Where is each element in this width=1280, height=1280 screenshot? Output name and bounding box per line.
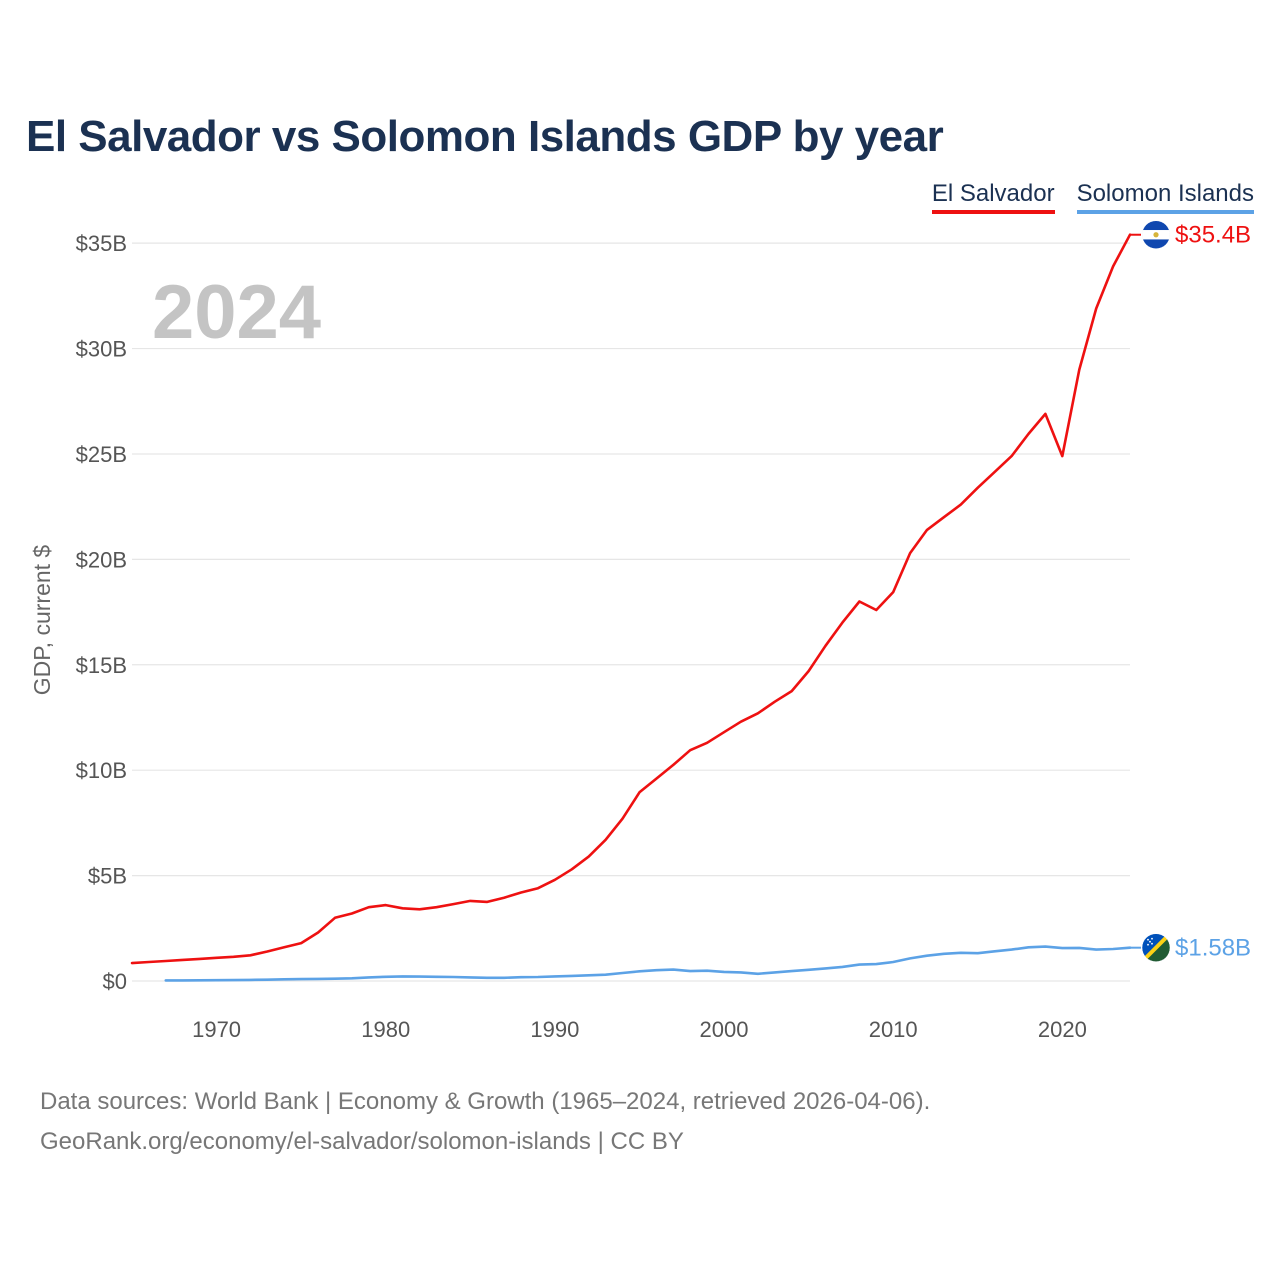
end-value-label-el-salvador: $35.4B <box>1175 222 1251 249</box>
credit-link[interactable]: GeoRank.org/economy/el-salvador/solomon-… <box>40 1128 684 1155</box>
y-axis-title: GDP, current $ <box>29 545 55 696</box>
y-tick-label: $30B <box>76 337 127 362</box>
y-tick-label: $20B <box>76 547 127 572</box>
legend-item-solomon-islands[interactable]: Solomon Islands <box>1076 180 1254 214</box>
end-value-label-solomon-islands: $1.58B <box>1175 935 1251 962</box>
year-watermark: 2024 <box>152 270 321 355</box>
x-tick-label: 1990 <box>530 1017 579 1042</box>
footer: Data sources: World Bank | Economy & Gro… <box>40 1082 930 1162</box>
chart-title: El Salvador vs Solomon Islands GDP by ye… <box>26 112 944 161</box>
y-tick-label: $5B <box>88 864 127 889</box>
x-tick-label: 1980 <box>361 1017 410 1042</box>
y-tick-label: $15B <box>76 653 127 678</box>
series-line-solomon-islands[interactable] <box>164 945 1132 982</box>
y-tick-label: $25B <box>76 442 127 467</box>
x-tick-label: 2010 <box>869 1017 918 1042</box>
solomon-islands-flag-icon <box>1141 933 1171 962</box>
source-note: Data sources: World Bank | Economy & Gro… <box>40 1088 931 1115</box>
y-tick-label: $10B <box>76 758 127 783</box>
x-tick-label: 1970 <box>192 1017 241 1042</box>
legend-item-el-salvador[interactable]: El Salvador <box>931 180 1055 214</box>
legend: El Salvador Solomon Islands <box>931 180 1254 214</box>
x-tick-label: 2000 <box>700 1017 749 1042</box>
x-tick-label: 2020 <box>1038 1017 1087 1042</box>
series-line-el-salvador[interactable] <box>130 233 1132 965</box>
el-salvador-flag-icon <box>1141 220 1171 249</box>
y-tick-label: $0 <box>103 969 127 994</box>
y-tick-label: $35B <box>76 231 127 256</box>
